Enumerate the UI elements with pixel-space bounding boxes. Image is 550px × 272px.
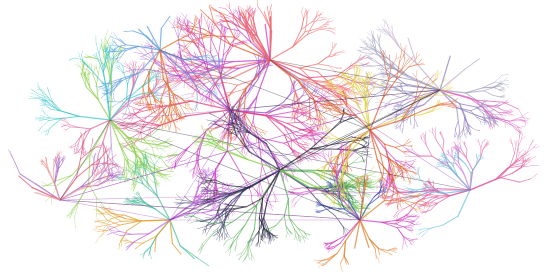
- background: [0, 0, 550, 272]
- page: (() => { JSON.parse(document.getElementB…: [0, 0, 550, 272]
- network-map: [0, 0, 550, 272]
